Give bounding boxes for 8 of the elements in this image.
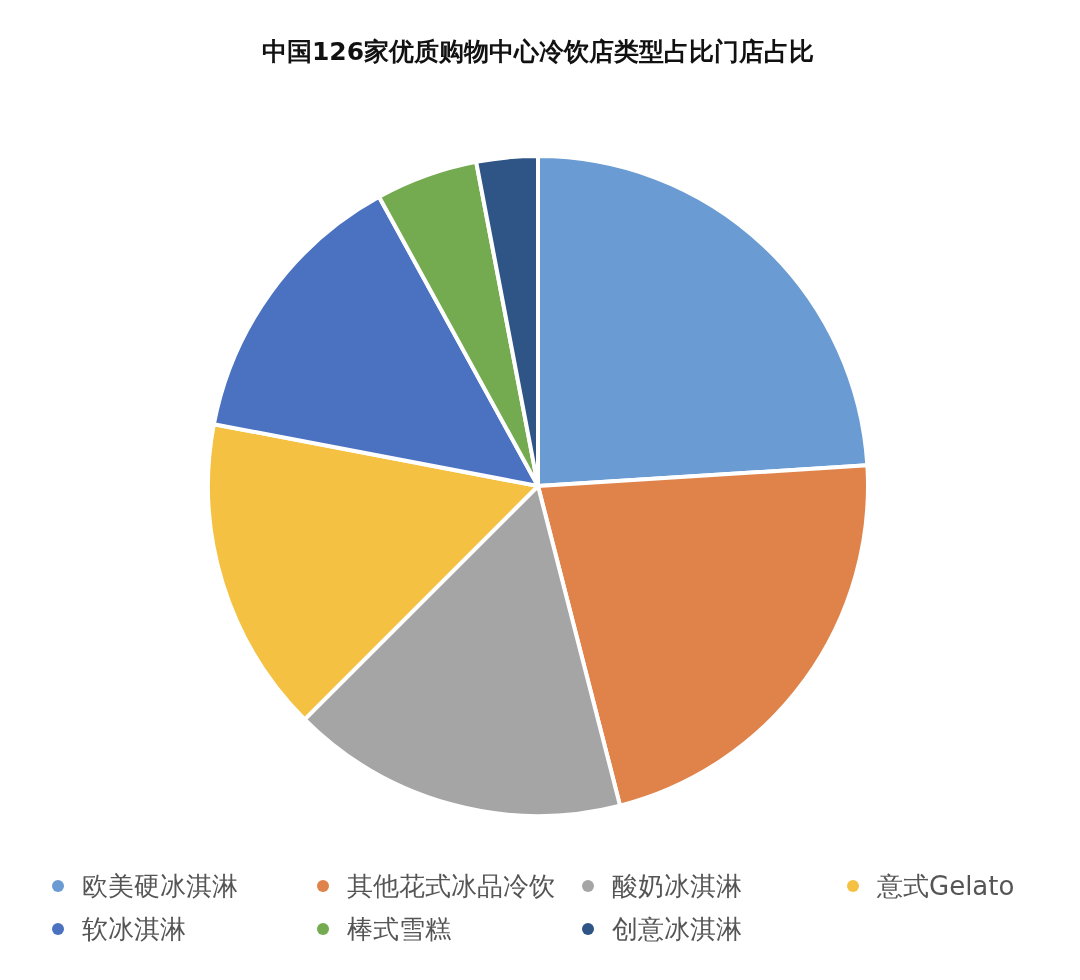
legend-label: 软冰淇淋: [82, 914, 186, 945]
chart-title: 中国126家优质购物中心冷饮店类型占比门店占比: [261, 37, 815, 66]
legend-label: 酸奶冰淇淋: [612, 871, 742, 902]
legend-label: 意式Gelato: [876, 871, 1015, 902]
legend-label: 其他花式冰品冷饮: [347, 871, 555, 902]
legend-label: 棒式雪糕: [347, 914, 451, 945]
legend-label: 欧美硬冰淇淋: [82, 871, 238, 902]
legend-label: 创意冰淇淋: [612, 914, 742, 945]
